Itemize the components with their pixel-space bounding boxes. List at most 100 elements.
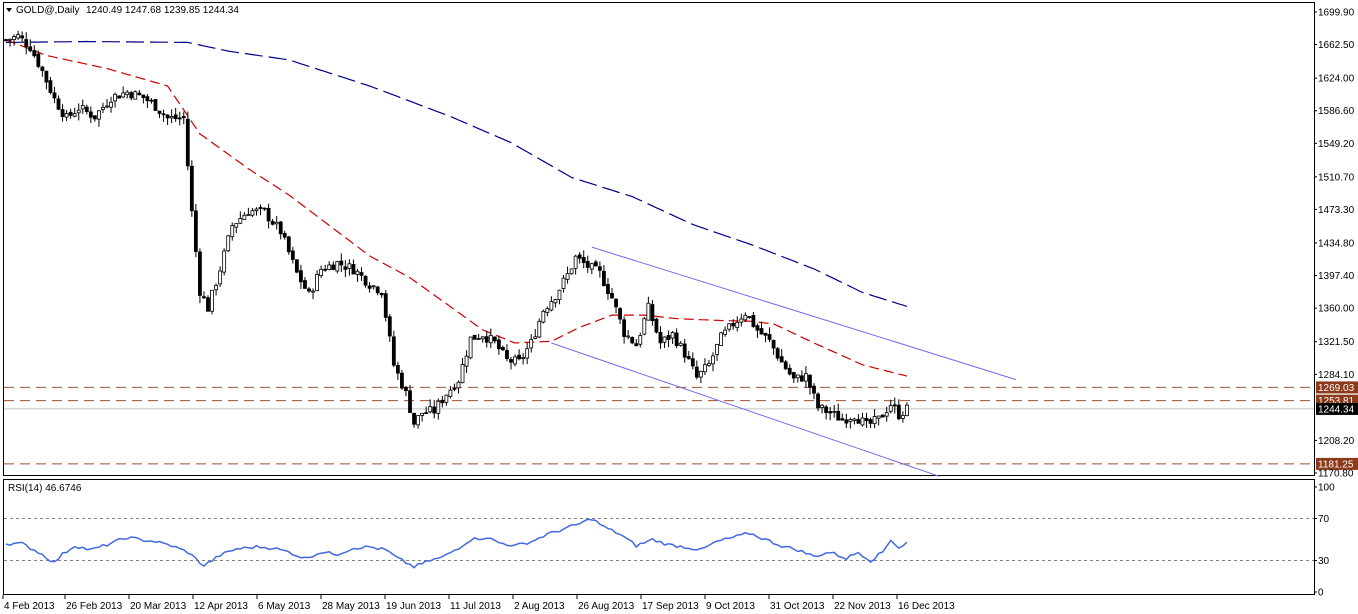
candle-body [117,95,122,99]
candle-body [206,297,210,312]
candle-body [379,292,384,296]
candle-body [165,114,170,119]
candle-body [771,339,776,349]
candle-body [347,263,352,269]
candle-body [698,370,703,378]
candle-body [864,418,869,422]
time-tick-label: 6 May 2013 [258,601,311,612]
candle-body [852,418,857,421]
candle-body [80,105,85,110]
candle-body [294,259,299,273]
level-label: 1253.81 [1318,396,1355,407]
candle-body [876,415,881,419]
candle-body [286,236,291,253]
candle-body [505,350,509,360]
candle-body [404,386,408,392]
ma-short-line [5,39,908,377]
candle-body [747,316,752,318]
price-tick-label: 1208.20 [1318,436,1355,447]
candle-body [472,334,477,340]
candle-body [585,260,590,268]
time-tick-label: 26 Aug 2013 [578,601,635,612]
candle-body [476,338,481,341]
candle-body [646,302,651,321]
candle-body [597,266,602,271]
candle-body [767,334,772,340]
candle-body [218,270,223,285]
candle-body [323,268,328,271]
candle-body [189,165,194,212]
candle-body [468,336,473,359]
candle-body [844,419,849,424]
candle-body [319,268,324,276]
candle-body [795,374,800,379]
candle-body [412,412,416,425]
time-tick-label: 31 Oct 2013 [770,601,825,612]
candle-body [250,210,255,216]
candle-body [101,106,105,110]
candle-body [193,210,198,252]
candle-body [715,343,719,355]
candle-body [569,268,574,275]
candle-body [860,417,865,426]
candle-body [307,288,311,292]
candle-body [420,412,425,416]
candle-body [198,251,202,296]
candle-body [577,254,582,259]
price-tick-label: 1624.00 [1318,74,1355,85]
candle-body [521,356,526,359]
candle-body [634,343,639,347]
candle-body [16,34,21,39]
candle-body [72,113,77,117]
candle-body [299,270,303,283]
candle-body [351,264,356,275]
candle-body [824,406,829,413]
candle-body [896,404,901,420]
candle-body [137,92,142,96]
candle-body [707,363,711,366]
candle-body [759,328,764,335]
candle-body [222,250,227,273]
candle-body [452,388,457,390]
candle-body [76,109,81,114]
candle-body [416,415,420,426]
candle-body [561,277,566,290]
candle-body [48,80,53,93]
candle-body [84,106,89,112]
time-tick-label: 12 Apr 2013 [194,601,248,612]
candle-body [315,273,319,292]
candle-body [234,223,239,228]
candle-body [565,273,570,280]
price-tick-label: 1397.40 [1318,271,1355,282]
candle-body [456,381,461,389]
candle-body [779,356,784,363]
candle-body [68,111,73,116]
candle-body [589,263,594,270]
candle-body [400,372,404,389]
candle-body [820,404,824,408]
ohlc-values: 1240.49 1247.68 1239.85 1244.34 [86,5,239,16]
candle-body [129,92,134,99]
candle-body [791,372,796,379]
candle-body [638,334,643,345]
candle-body [900,415,905,419]
candle-body [787,367,792,375]
candle-body [12,36,16,40]
candle-body [630,336,635,344]
candle-body [496,339,501,350]
candle-body [64,113,69,118]
rsi-tick-label: 70 [1318,514,1330,525]
candle-body [743,314,748,321]
candle-body [113,93,117,102]
rsi-line [5,518,908,569]
candle-body [145,96,150,102]
candle-body [626,335,631,338]
candle-body [274,221,279,225]
triangle-down-icon[interactable] [6,8,12,12]
candle-body [448,389,453,397]
rsi-tick-label: 30 [1318,556,1330,567]
candle-body [149,99,154,102]
candle-body [367,285,372,289]
time-tick-label: 28 May 2013 [322,601,380,612]
candle-body [719,332,723,346]
